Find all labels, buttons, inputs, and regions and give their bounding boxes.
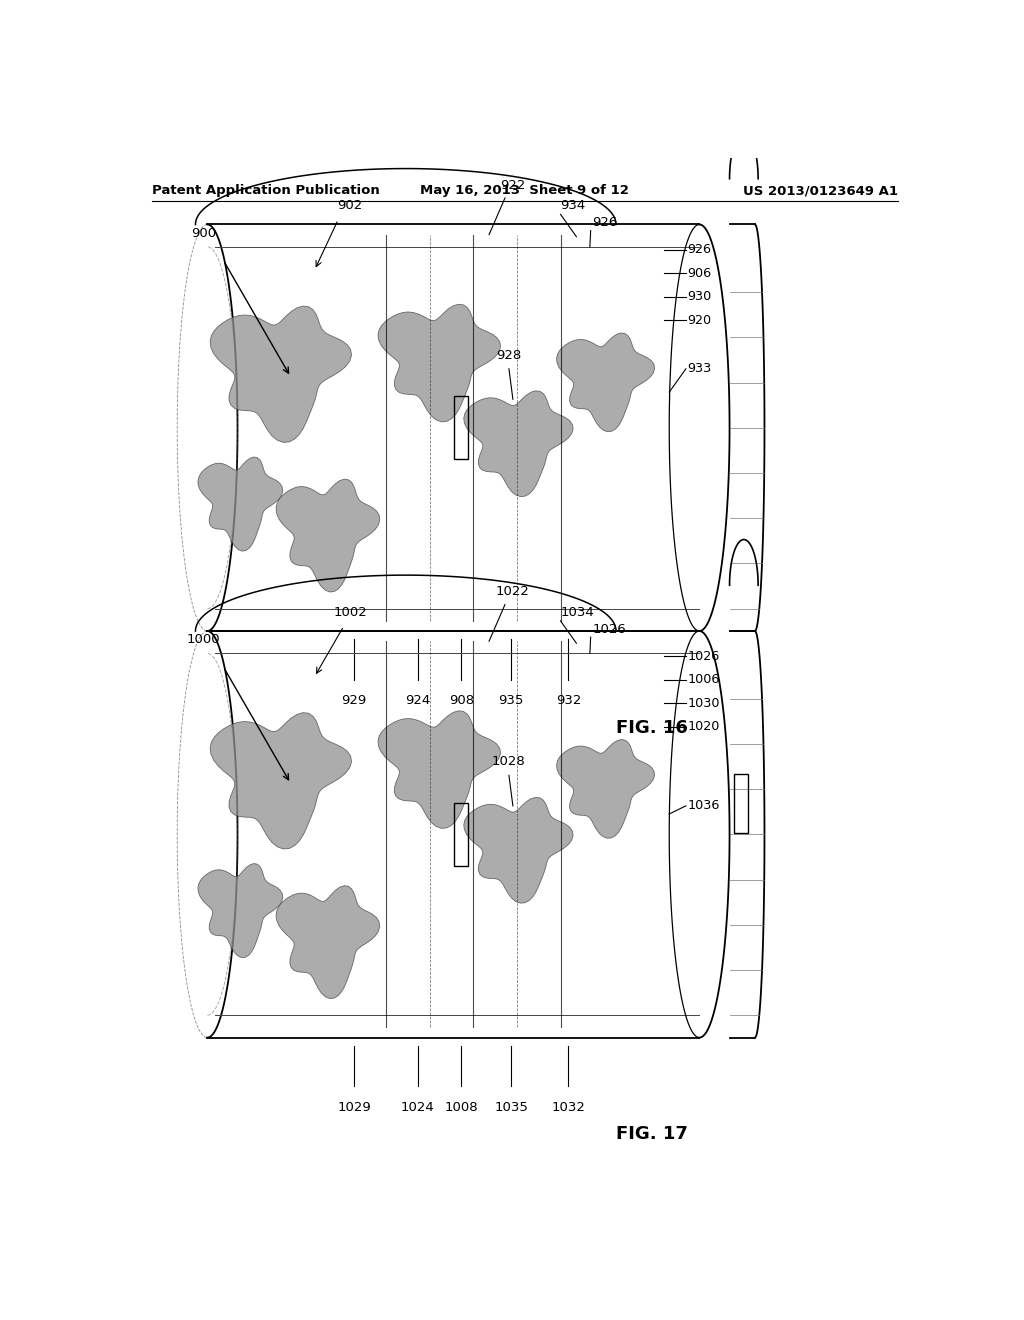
- Polygon shape: [557, 333, 654, 432]
- Text: 920: 920: [687, 314, 712, 326]
- Polygon shape: [198, 457, 283, 550]
- Text: US 2013/0123649 A1: US 2013/0123649 A1: [742, 185, 898, 198]
- Polygon shape: [276, 886, 380, 998]
- Text: 1028: 1028: [493, 755, 525, 768]
- Text: 1020: 1020: [687, 721, 720, 733]
- Text: 1032: 1032: [552, 1101, 586, 1114]
- Polygon shape: [464, 391, 573, 496]
- Polygon shape: [210, 306, 351, 442]
- Text: 926: 926: [687, 243, 712, 256]
- Text: 928: 928: [497, 348, 521, 362]
- Polygon shape: [198, 863, 283, 957]
- Text: May 16, 2013  Sheet 9 of 12: May 16, 2013 Sheet 9 of 12: [421, 185, 629, 198]
- Text: 935: 935: [499, 694, 524, 708]
- Text: 929: 929: [342, 694, 367, 708]
- Text: 1024: 1024: [400, 1101, 434, 1114]
- Polygon shape: [378, 710, 501, 829]
- Text: 1035: 1035: [495, 1101, 528, 1114]
- Bar: [733, 775, 748, 833]
- Text: 1026: 1026: [687, 649, 720, 663]
- Text: 900: 900: [190, 227, 216, 240]
- Text: 1008: 1008: [444, 1101, 478, 1114]
- Text: 906: 906: [687, 267, 712, 280]
- Text: 1029: 1029: [337, 1101, 371, 1114]
- Text: 1034: 1034: [560, 606, 594, 619]
- Bar: [455, 803, 468, 866]
- Text: FIG. 17: FIG. 17: [616, 1125, 688, 1143]
- Polygon shape: [276, 479, 380, 591]
- Text: 924: 924: [406, 694, 430, 708]
- Text: 1022: 1022: [496, 586, 529, 598]
- Text: 908: 908: [449, 694, 474, 708]
- Text: FIG. 16: FIG. 16: [616, 718, 688, 737]
- Text: 933: 933: [687, 362, 712, 375]
- Text: 1002: 1002: [334, 606, 367, 619]
- Text: 1000: 1000: [186, 634, 220, 647]
- Text: 1036: 1036: [687, 800, 720, 812]
- Text: 922: 922: [500, 180, 525, 191]
- Polygon shape: [557, 739, 654, 838]
- Text: 1030: 1030: [687, 697, 720, 710]
- Text: 1006: 1006: [687, 673, 720, 686]
- Text: 902: 902: [338, 199, 362, 213]
- Text: Patent Application Publication: Patent Application Publication: [152, 185, 380, 198]
- Text: 934: 934: [560, 199, 586, 213]
- Text: 930: 930: [687, 290, 712, 304]
- Bar: [455, 396, 468, 459]
- Polygon shape: [464, 797, 573, 903]
- Text: 932: 932: [556, 694, 582, 708]
- Text: 926: 926: [592, 216, 617, 230]
- Polygon shape: [378, 304, 501, 422]
- Polygon shape: [210, 713, 351, 849]
- Text: 1026: 1026: [592, 623, 626, 636]
